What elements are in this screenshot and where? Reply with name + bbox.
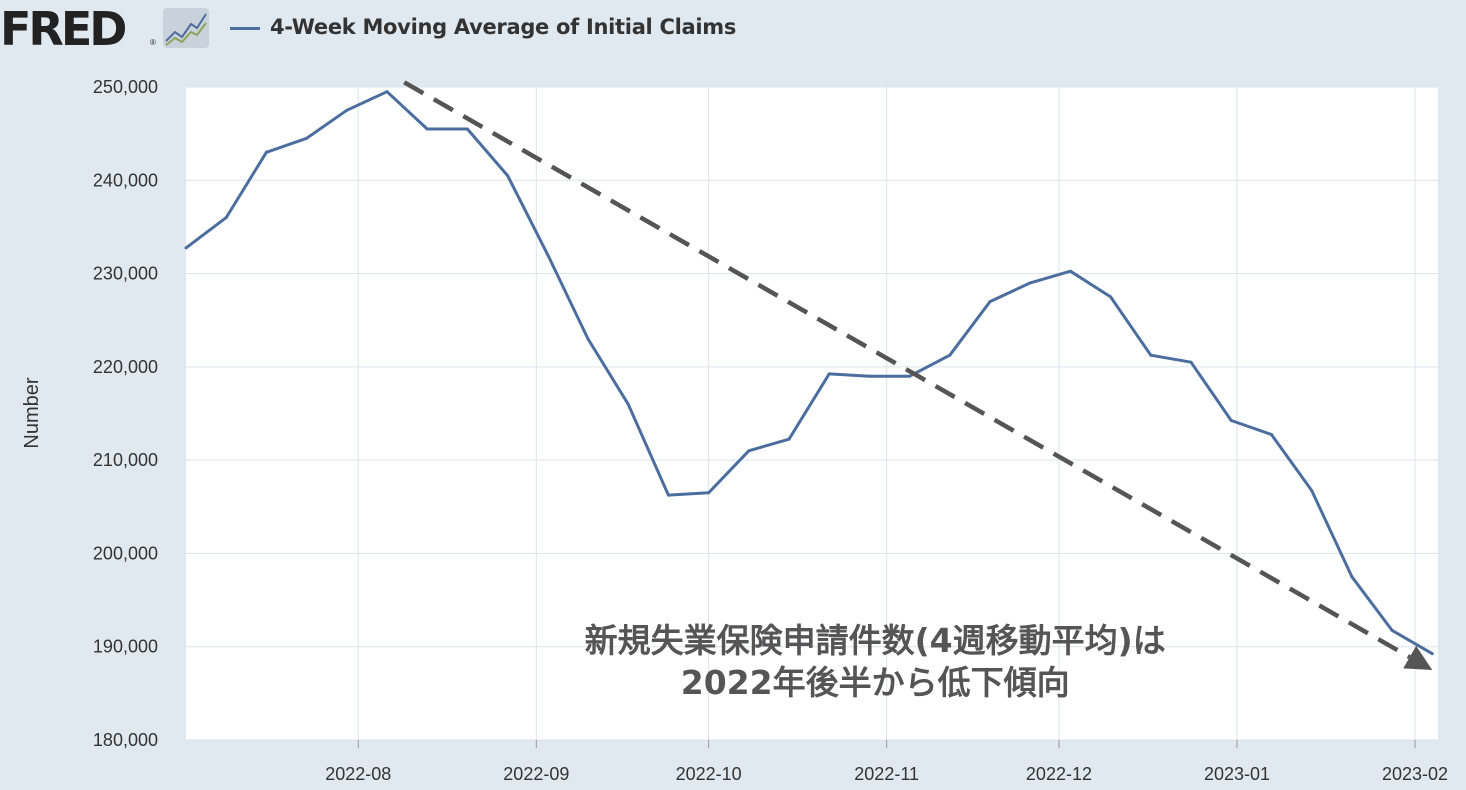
trend-arrow-line bbox=[403, 80, 1411, 660]
data-point bbox=[988, 300, 992, 304]
data-point bbox=[345, 108, 349, 112]
data-point bbox=[948, 353, 952, 357]
x-tick-label: 2022-10 bbox=[676, 764, 742, 784]
data-point bbox=[224, 216, 228, 220]
y-axis-label: Number bbox=[21, 377, 43, 448]
y-tick-label: 250,000 bbox=[93, 77, 158, 97]
trend-arrow-head bbox=[1403, 645, 1433, 671]
fred-graph-icon[interactable] bbox=[163, 8, 209, 48]
data-point bbox=[867, 374, 871, 378]
y-tick-label: 220,000 bbox=[93, 357, 158, 377]
registered-mark: ® bbox=[150, 38, 156, 47]
data-point bbox=[184, 246, 188, 250]
series-line bbox=[185, 90, 1434, 655]
data-point bbox=[1390, 628, 1394, 632]
fred-logo[interactable]: FRED bbox=[0, 2, 127, 56]
data-point bbox=[1229, 418, 1233, 422]
series-layer bbox=[184, 90, 1434, 656]
data-point bbox=[1068, 269, 1072, 273]
data-point bbox=[908, 374, 912, 378]
data-point bbox=[1028, 281, 1032, 285]
data-point bbox=[626, 402, 630, 406]
legend-label[interactable]: 4-Week Moving Average of Initial Claims bbox=[270, 15, 737, 39]
data-point bbox=[385, 90, 389, 94]
data-point bbox=[747, 449, 751, 453]
plot-area bbox=[186, 87, 1438, 740]
y-tick-label: 180,000 bbox=[93, 730, 158, 750]
x-tick-label: 2023-02 bbox=[1382, 764, 1448, 784]
data-point bbox=[666, 493, 670, 497]
data-point bbox=[1149, 353, 1153, 357]
annotation-text-line: 新規失業保険申請件数(4週移動平均)は bbox=[585, 621, 1166, 660]
x-tick-label: 2022-12 bbox=[1026, 764, 1092, 784]
gridlines bbox=[186, 86, 1438, 741]
data-point bbox=[264, 150, 268, 154]
data-point bbox=[1189, 360, 1193, 364]
data-point bbox=[425, 127, 429, 131]
data-point bbox=[1310, 488, 1314, 492]
data-point bbox=[1430, 652, 1434, 656]
data-point bbox=[1109, 295, 1113, 299]
data-point bbox=[506, 174, 510, 178]
data-point bbox=[586, 337, 590, 341]
data-point bbox=[465, 127, 469, 131]
y-tick-label: 190,000 bbox=[93, 637, 158, 657]
y-axis-ticks: 180,000 190,000 200,000 210,000 220,000 230,0… bbox=[93, 77, 158, 750]
y-tick-label: 240,000 bbox=[93, 170, 158, 190]
x-tick-label: 2022-11 bbox=[854, 764, 919, 784]
chart-header: FRED ® 4-Week Moving Average of Initial … bbox=[0, 0, 1466, 58]
y-tick-label: 210,000 bbox=[93, 450, 158, 470]
annotation-text-line: 2022年後半から低下傾向 bbox=[681, 663, 1070, 702]
y-tick-label: 230,000 bbox=[93, 264, 158, 284]
legend-swatch bbox=[230, 27, 260, 30]
data-point bbox=[546, 253, 550, 257]
x-tick-label: 2022-09 bbox=[503, 764, 569, 784]
x-axis-ticks: 2022-08 2022-09 2022-10 2022-11 2022-12 2023-… bbox=[325, 740, 1448, 784]
x-tick-label: 2023-01 bbox=[1204, 764, 1270, 784]
data-point bbox=[827, 372, 831, 376]
data-point bbox=[305, 136, 309, 140]
x-tick-label: 2022-08 bbox=[325, 764, 391, 784]
data-point bbox=[1269, 432, 1273, 436]
data-point bbox=[1350, 575, 1354, 579]
data-point bbox=[787, 437, 791, 441]
y-tick-label: 200,000 bbox=[93, 543, 158, 563]
data-point bbox=[707, 491, 711, 495]
